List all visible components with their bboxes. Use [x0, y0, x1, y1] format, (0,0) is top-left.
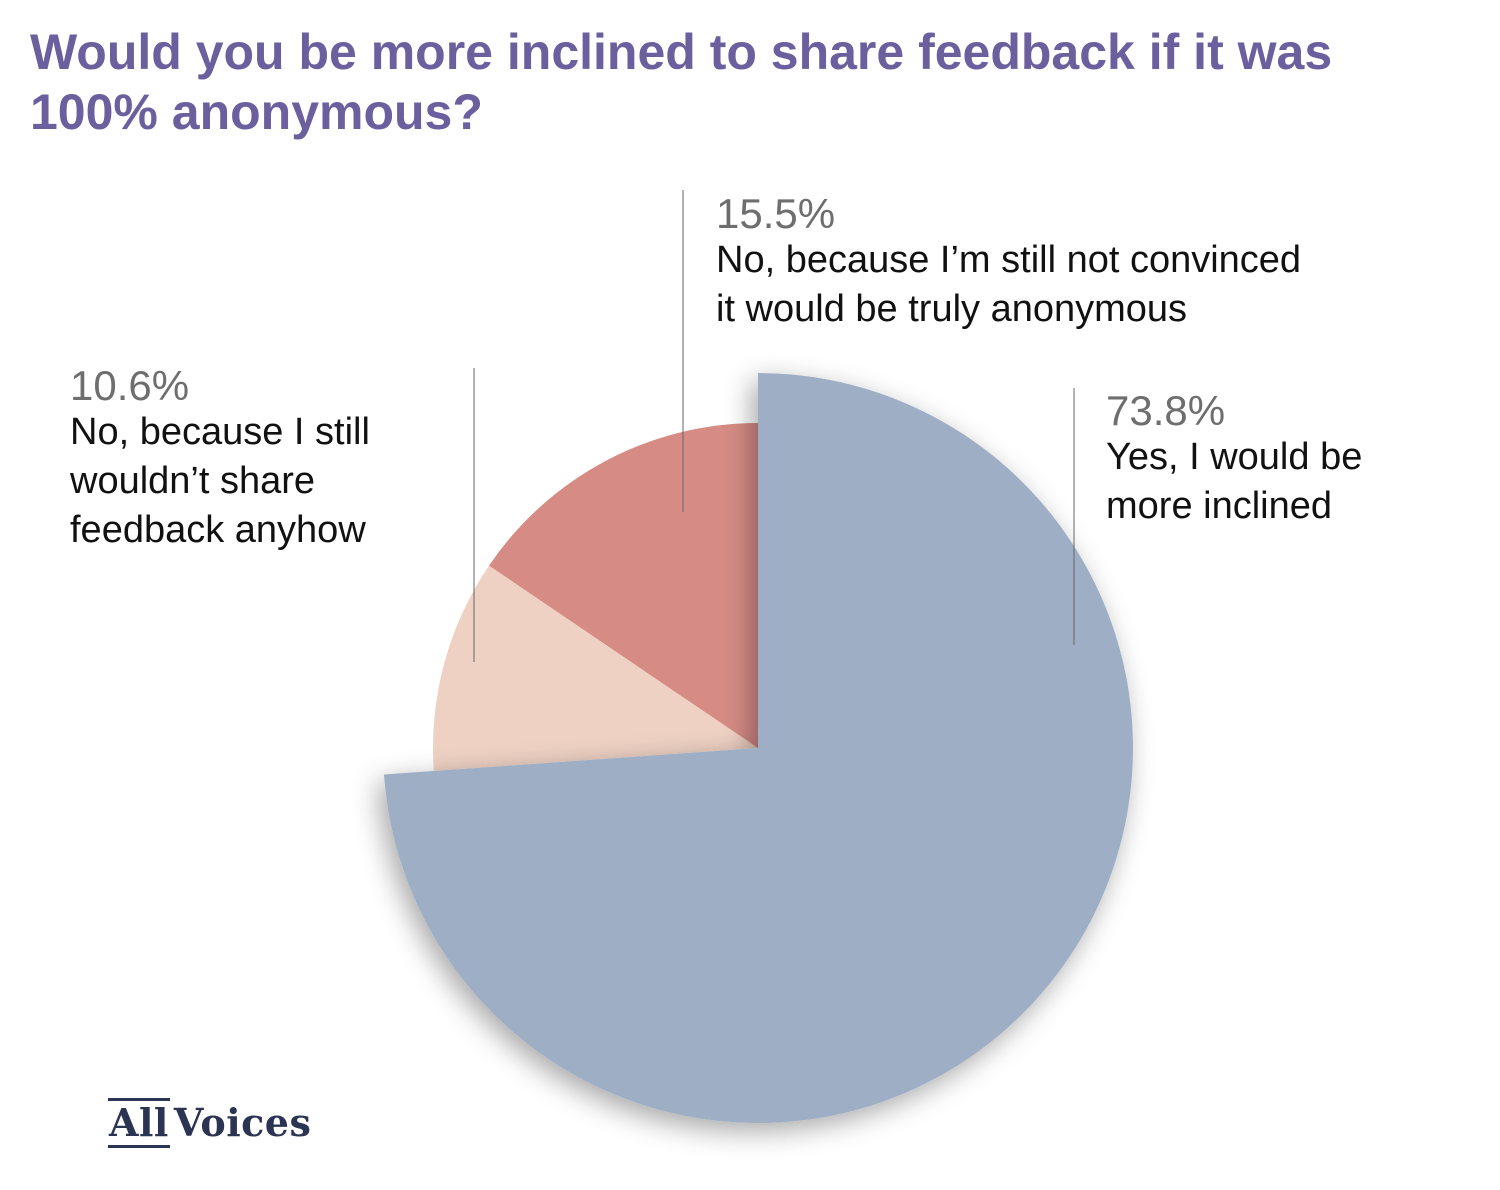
slice-value-label-1: 10.6%: [70, 362, 189, 409]
slice-value-label-2: 15.5%: [716, 190, 835, 237]
pie-slice-2: [489, 423, 758, 748]
slice-value-label-0: 73.8%: [1106, 387, 1225, 434]
slice-category-label-1-line-1: wouldn’t share: [69, 460, 315, 502]
slice-category-label-1-line-2: feedback anyhow: [70, 509, 366, 551]
chart-title: Would you be more inclined to share feed…: [30, 24, 1333, 140]
slice-category-label-1-line-0: No, because I still: [70, 411, 370, 453]
pie-slice-1: [433, 565, 758, 771]
slice-category-label-0-line-1: more inclined: [1106, 485, 1332, 527]
logo-voices-text: Voices: [173, 1100, 312, 1145]
allvoices-logo: All Voices: [108, 1098, 311, 1148]
slice-category-label-2-line-1: it would be truly anonymous: [716, 288, 1187, 330]
slice-category-label-0-line-0: Yes, I would be: [1106, 436, 1362, 478]
logo-all-text: All: [108, 1098, 170, 1148]
slice-category-label-2-line-0: No, because I’m still not convinced: [716, 239, 1301, 281]
pie-slice-0: [383, 372, 1133, 1123]
